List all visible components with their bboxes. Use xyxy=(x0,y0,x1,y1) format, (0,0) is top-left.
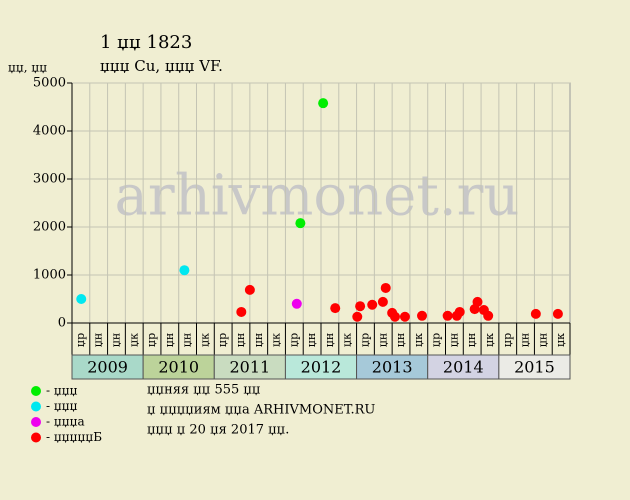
quarter-label: џр xyxy=(287,333,300,347)
data-point xyxy=(367,299,378,310)
quarter-label: џн xyxy=(92,333,105,348)
quarter-label: џн xyxy=(323,333,336,348)
data-point xyxy=(377,296,388,307)
data-point xyxy=(530,308,541,319)
data-point xyxy=(236,306,247,317)
legend-label: - џџџа xyxy=(46,415,85,429)
legend-marker xyxy=(31,386,41,396)
quarter-label: џн xyxy=(376,333,389,348)
year-cell xyxy=(427,354,500,380)
quarter-label: џр xyxy=(216,333,229,347)
data-point xyxy=(454,306,465,317)
quarter-label: џн xyxy=(163,333,176,348)
data-point xyxy=(330,303,341,314)
y-tick-label: 3000 xyxy=(33,172,66,187)
data-point xyxy=(552,308,563,319)
year-cell xyxy=(284,354,358,380)
watermark: arhivmonet.ru xyxy=(115,164,520,229)
quarter-label: џн xyxy=(519,333,532,348)
legend-label: - џџџ xyxy=(46,384,78,398)
note: џџџ џ 20 џя 2017 џџ. xyxy=(147,423,289,438)
year-label: 2015 xyxy=(514,358,555,377)
year-label: 2013 xyxy=(372,358,413,377)
year-cell xyxy=(142,354,215,380)
quarter-label: џр xyxy=(358,333,371,347)
quarter-label: џк xyxy=(483,333,496,347)
quarter-label: џк xyxy=(554,333,567,347)
note: џ џџџџиям џџа ARHIVMONET.RU xyxy=(147,403,375,418)
data-point xyxy=(355,301,366,312)
data-point xyxy=(380,282,391,293)
y-tick-label: 1000 xyxy=(33,268,66,283)
quarter-label: џн xyxy=(447,333,460,348)
quarter-label: џк xyxy=(127,333,140,347)
year-cell xyxy=(498,354,571,380)
quarter-label: џн xyxy=(252,333,265,348)
data-point xyxy=(318,98,329,109)
quarter-label: џн xyxy=(109,333,122,348)
data-point xyxy=(244,284,255,295)
data-point xyxy=(179,265,190,276)
quarter-label: џн xyxy=(305,333,318,348)
data-point xyxy=(76,294,87,304)
data-point xyxy=(417,310,428,321)
y-tick-label: 4000 xyxy=(33,124,66,139)
quarter-label: џк xyxy=(198,333,211,347)
quarter-label: џн xyxy=(181,333,194,348)
quarter-label: џр xyxy=(501,333,514,347)
chart-subtitle: џџџ Cu, џџџ VF. xyxy=(100,57,223,75)
legend-marker xyxy=(31,417,41,427)
quarter-label: џк xyxy=(412,333,425,347)
year-label: 2012 xyxy=(301,358,342,377)
data-point xyxy=(291,298,302,309)
year-cell xyxy=(213,354,286,380)
data-point xyxy=(472,296,483,307)
legend-label: - џџџ xyxy=(46,399,78,413)
chart-title: 1 џџ 1823 xyxy=(100,32,192,53)
quarter-label: џн xyxy=(465,333,478,348)
quarter-label: џк xyxy=(270,333,283,347)
y-tick-label: 0 xyxy=(58,316,66,331)
data-point xyxy=(483,310,494,321)
year-label: 2014 xyxy=(443,358,484,377)
y-tick-label: 2000 xyxy=(33,220,66,235)
quarter-label: џк xyxy=(341,333,354,347)
data-point xyxy=(389,311,400,322)
quarter-label: џн xyxy=(394,333,407,348)
quarter-label: џр xyxy=(430,333,443,347)
year-label: 2011 xyxy=(229,358,270,377)
legend-marker xyxy=(31,401,41,412)
year-cell xyxy=(71,354,144,380)
data-point xyxy=(352,311,363,322)
quarter-label: џн xyxy=(234,333,247,348)
quarter-label: џр xyxy=(74,333,87,347)
quarter-label: џр xyxy=(145,333,158,347)
y-tick-label: 5000 xyxy=(33,76,66,91)
year-label: 2009 xyxy=(87,358,128,377)
note: џџняя џџ 555 џџ xyxy=(147,383,261,398)
quarter-label: џн xyxy=(536,333,549,348)
y-axis-label: џџ, џџ xyxy=(8,61,47,75)
legend-label: - џџџџџБ xyxy=(46,430,102,444)
data-point xyxy=(442,310,453,321)
year-label: 2010 xyxy=(158,358,199,377)
data-point xyxy=(295,218,306,229)
legend-marker xyxy=(31,432,41,443)
data-point xyxy=(399,311,410,322)
